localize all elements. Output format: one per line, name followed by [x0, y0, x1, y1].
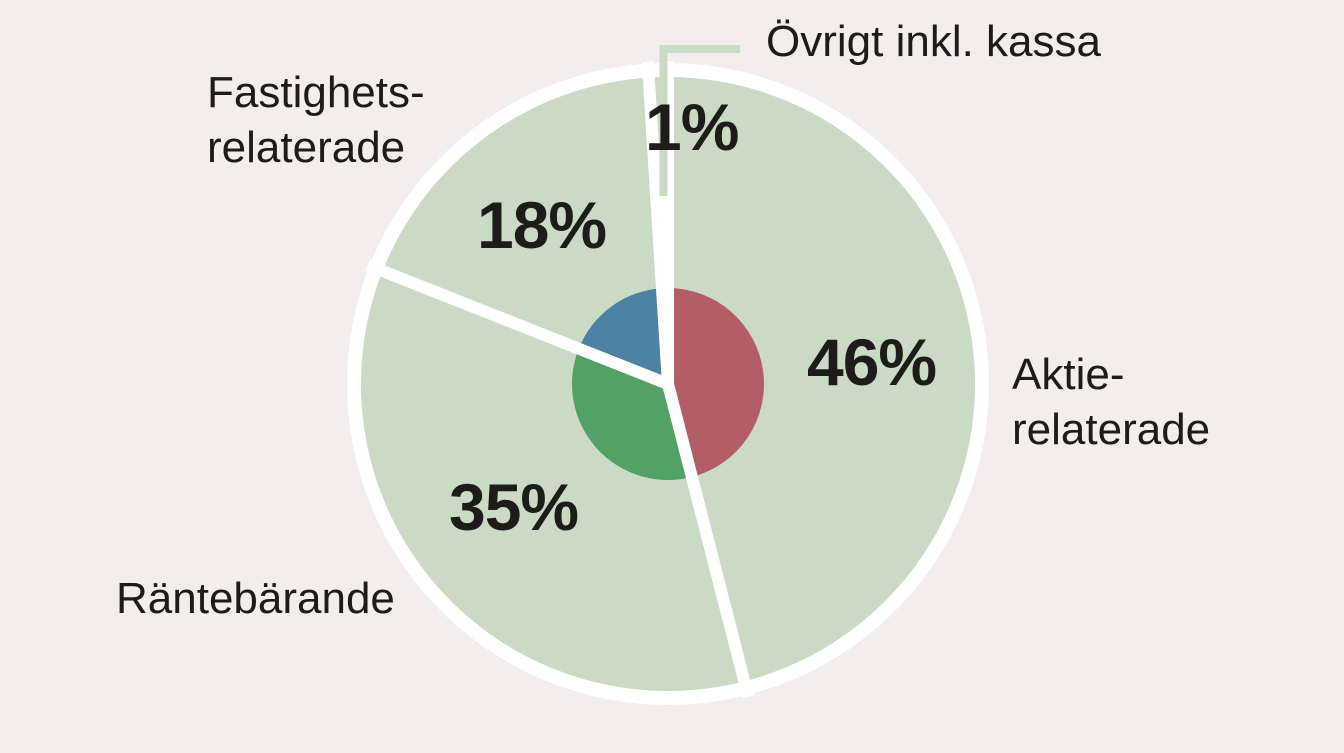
slice-divider-2: [365, 259, 671, 390]
slice-divider-1: [662, 382, 755, 699]
slice-divider-3: [641, 61, 674, 385]
pct-label-ovrigt: 1%: [645, 90, 739, 164]
pct-label-aktierelaterade: 46%: [807, 325, 937, 399]
slice-label-aktierelaterade: Aktie- relaterade: [1012, 347, 1210, 457]
pie-slice-aktierelaterade: [668, 77, 976, 682]
slice-label-fastighetsrelaterade: Fastighets- relaterade: [207, 65, 425, 175]
slice-label-fastighetsrelaterade-line1: Fastighets-: [207, 68, 425, 117]
slice-label-aktierelaterade-line1: Aktie-: [1012, 350, 1125, 399]
pie-inner-slice-rantebarande: [572, 348, 692, 480]
pct-label-rantebarande: 35%: [449, 470, 579, 544]
pie-inner-slice-fastighetsrelaterade: [578, 288, 668, 384]
pie-slice-fastighetsrelaterade: [382, 77, 668, 385]
pie-inner-slice-aktierelaterade: [668, 288, 764, 477]
slice-label-aktierelaterade-line2: relaterade: [1012, 405, 1211, 454]
slice-label-ovrigt: Övrigt inkl. kassa: [766, 17, 1101, 66]
callout-line-ovrigt: [659, 45, 740, 196]
slice-label-fastighetsrelaterade-line2: relaterade: [207, 123, 406, 172]
pct-label-fastighetsrelaterade: 18%: [477, 188, 607, 262]
pie-slice-rantebarande: [361, 270, 745, 692]
slice-label-rantebarande: Räntebärande: [116, 574, 395, 623]
